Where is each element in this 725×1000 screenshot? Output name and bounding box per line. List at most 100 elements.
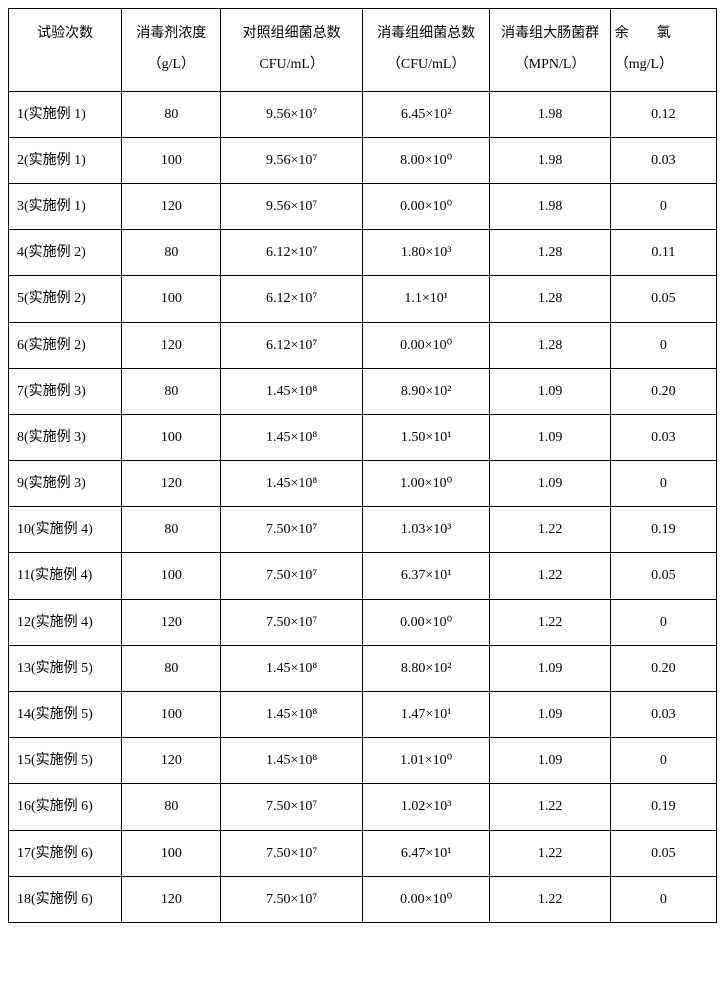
table-row: 8(实施例 3)1001.45×10⁸1.50×10¹1.090.03 [9, 414, 717, 460]
cell-residual-chlorine: 0 [610, 876, 716, 922]
cell-residual-chlorine: 0.11 [610, 230, 716, 276]
cell-control-bacteria: 6.12×10⁷ [221, 276, 363, 322]
col-header-coliform: 消毒组大肠菌群（MPN/L） [490, 9, 610, 92]
cell-trial: 18(实施例 6) [9, 876, 122, 922]
col-header-trial: 试验次数 [9, 9, 122, 92]
cell-control-bacteria: 9.56×10⁷ [221, 183, 363, 229]
cell-control-bacteria: 1.45×10⁸ [221, 692, 363, 738]
cell-coliform: 1.28 [490, 230, 610, 276]
data-table: 试验次数 消毒剂浓度（g/L） 对照组细菌总数 CFU/mL） 消毒组细菌总数（… [8, 8, 717, 923]
cell-coliform: 1.98 [490, 137, 610, 183]
cell-control-bacteria: 6.12×10⁷ [221, 230, 363, 276]
cell-disinfect-bacteria: 1.03×10³ [362, 507, 489, 553]
cell-coliform: 1.22 [490, 830, 610, 876]
cell-trial: 6(实施例 2) [9, 322, 122, 368]
cell-trial: 7(实施例 3) [9, 368, 122, 414]
cell-disinfect-bacteria: 8.80×10² [362, 645, 489, 691]
cell-trial: 5(实施例 2) [9, 276, 122, 322]
cell-concentration: 80 [122, 368, 221, 414]
cell-disinfect-bacteria: 1.02×10³ [362, 784, 489, 830]
cell-coliform: 1.28 [490, 322, 610, 368]
cell-residual-chlorine: 0.20 [610, 645, 716, 691]
cell-concentration: 80 [122, 645, 221, 691]
table-row: 12(实施例 4)1207.50×10⁷0.00×10⁰1.220 [9, 599, 717, 645]
cell-control-bacteria: 7.50×10⁷ [221, 784, 363, 830]
cell-control-bacteria: 1.45×10⁸ [221, 645, 363, 691]
cell-control-bacteria: 9.56×10⁷ [221, 137, 363, 183]
cell-disinfect-bacteria: 0.00×10⁰ [362, 183, 489, 229]
cell-disinfect-bacteria: 8.90×10² [362, 368, 489, 414]
cell-residual-chlorine: 0 [610, 322, 716, 368]
cell-disinfect-bacteria: 1.00×10⁰ [362, 461, 489, 507]
cell-coliform: 1.22 [490, 553, 610, 599]
cell-trial: 17(实施例 6) [9, 830, 122, 876]
table-row: 1(实施例 1)809.56×10⁷6.45×10²1.980.12 [9, 91, 717, 137]
cell-residual-chlorine: 0 [610, 738, 716, 784]
cell-residual-chlorine: 0.20 [610, 368, 716, 414]
cell-residual-chlorine: 0 [610, 183, 716, 229]
cl-hdr-top: 余 氯 [615, 19, 671, 50]
cell-concentration: 80 [122, 784, 221, 830]
cell-concentration: 80 [122, 230, 221, 276]
cell-coliform: 1.22 [490, 599, 610, 645]
cell-control-bacteria: 1.45×10⁸ [221, 368, 363, 414]
cell-coliform: 1.09 [490, 414, 610, 460]
cell-trial: 10(实施例 4) [9, 507, 122, 553]
cell-concentration: 120 [122, 322, 221, 368]
cell-concentration: 120 [122, 183, 221, 229]
cell-disinfect-bacteria: 0.00×10⁰ [362, 876, 489, 922]
cell-concentration: 100 [122, 137, 221, 183]
table-row: 18(实施例 6)1207.50×10⁷0.00×10⁰1.220 [9, 876, 717, 922]
cell-control-bacteria: 1.45×10⁸ [221, 461, 363, 507]
cell-disinfect-bacteria: 6.47×10¹ [362, 830, 489, 876]
cell-trial: 8(实施例 3) [9, 414, 122, 460]
cell-coliform: 1.98 [490, 91, 610, 137]
cell-control-bacteria: 7.50×10⁷ [221, 599, 363, 645]
cell-trial: 2(实施例 1) [9, 137, 122, 183]
cell-residual-chlorine: 0.19 [610, 784, 716, 830]
cell-control-bacteria: 9.56×10⁷ [221, 91, 363, 137]
table-row: 17(实施例 6)1007.50×10⁷6.47×10¹1.220.05 [9, 830, 717, 876]
cell-trial: 16(实施例 6) [9, 784, 122, 830]
table-header-row: 试验次数 消毒剂浓度（g/L） 对照组细菌总数 CFU/mL） 消毒组细菌总数（… [9, 9, 717, 92]
cell-residual-chlorine: 0.03 [610, 414, 716, 460]
cell-concentration: 120 [122, 599, 221, 645]
cell-concentration: 100 [122, 276, 221, 322]
cell-coliform: 1.22 [490, 876, 610, 922]
table-row: 7(实施例 3)801.45×10⁸8.90×10²1.090.20 [9, 368, 717, 414]
cell-coliform: 1.22 [490, 784, 610, 830]
cell-residual-chlorine: 0.12 [610, 91, 716, 137]
cell-trial: 15(实施例 5) [9, 738, 122, 784]
cell-disinfect-bacteria: 6.37×10¹ [362, 553, 489, 599]
cell-coliform: 1.09 [490, 692, 610, 738]
cell-control-bacteria: 1.45×10⁸ [221, 738, 363, 784]
cell-disinfect-bacteria: 1.80×10³ [362, 230, 489, 276]
cell-control-bacteria: 6.12×10⁷ [221, 322, 363, 368]
table-row: 10(实施例 4)807.50×10⁷1.03×10³1.220.19 [9, 507, 717, 553]
cl-hdr-bottom: （mg/L） [615, 50, 712, 81]
cell-trial: 14(实施例 5) [9, 692, 122, 738]
cell-concentration: 100 [122, 830, 221, 876]
cell-trial: 12(实施例 4) [9, 599, 122, 645]
col-header-control-bacteria: 对照组细菌总数 CFU/mL） [221, 9, 363, 92]
cell-trial: 3(实施例 1) [9, 183, 122, 229]
cell-disinfect-bacteria: 1.1×10¹ [362, 276, 489, 322]
cell-residual-chlorine: 0.05 [610, 553, 716, 599]
table-row: 16(实施例 6)807.50×10⁷1.02×10³1.220.19 [9, 784, 717, 830]
cell-concentration: 80 [122, 507, 221, 553]
cell-concentration: 80 [122, 91, 221, 137]
cell-trial: 1(实施例 1) [9, 91, 122, 137]
cell-residual-chlorine: 0.03 [610, 692, 716, 738]
table-row: 4(实施例 2)806.12×10⁷1.80×10³1.280.11 [9, 230, 717, 276]
cell-residual-chlorine: 0 [610, 599, 716, 645]
col-header-residual-chlorine: 余 氯 （mg/L） [610, 9, 716, 92]
cell-disinfect-bacteria: 0.00×10⁰ [362, 599, 489, 645]
cell-residual-chlorine: 0.19 [610, 507, 716, 553]
cell-disinfect-bacteria: 1.01×10⁰ [362, 738, 489, 784]
cell-disinfect-bacteria: 8.00×10⁰ [362, 137, 489, 183]
cell-coliform: 1.09 [490, 368, 610, 414]
cell-coliform: 1.09 [490, 461, 610, 507]
col-header-disinfect-bacteria: 消毒组细菌总数（CFU/mL） [362, 9, 489, 92]
cell-disinfect-bacteria: 0.00×10⁰ [362, 322, 489, 368]
cell-trial: 9(实施例 3) [9, 461, 122, 507]
